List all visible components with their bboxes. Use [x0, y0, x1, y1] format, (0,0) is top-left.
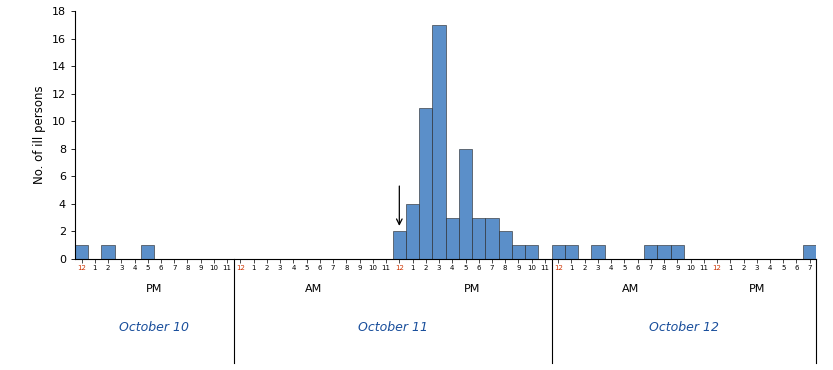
Bar	[75, 245, 88, 259]
Bar	[803, 245, 816, 259]
Bar	[406, 204, 419, 259]
Bar	[511, 245, 525, 259]
Bar	[525, 245, 538, 259]
Bar	[671, 245, 684, 259]
Bar	[472, 218, 486, 259]
Text: AM: AM	[305, 284, 322, 294]
Bar	[102, 245, 115, 259]
Bar	[446, 218, 459, 259]
Text: October 11: October 11	[357, 321, 427, 334]
Bar	[392, 232, 406, 259]
Bar	[459, 149, 472, 259]
Text: October 12: October 12	[649, 321, 719, 334]
Bar	[644, 245, 657, 259]
Bar	[551, 245, 565, 259]
Bar	[432, 25, 446, 259]
Text: PM: PM	[147, 284, 162, 294]
Bar	[657, 245, 671, 259]
Bar	[419, 108, 432, 259]
Text: PM: PM	[464, 284, 481, 294]
Bar	[591, 245, 605, 259]
Text: October 10: October 10	[119, 321, 189, 334]
Y-axis label: No. of ill persons: No. of ill persons	[33, 86, 47, 184]
Bar	[486, 218, 499, 259]
Bar	[499, 232, 511, 259]
Text: PM: PM	[749, 284, 765, 294]
Text: AM: AM	[622, 284, 640, 294]
Bar	[141, 245, 154, 259]
Bar	[565, 245, 578, 259]
